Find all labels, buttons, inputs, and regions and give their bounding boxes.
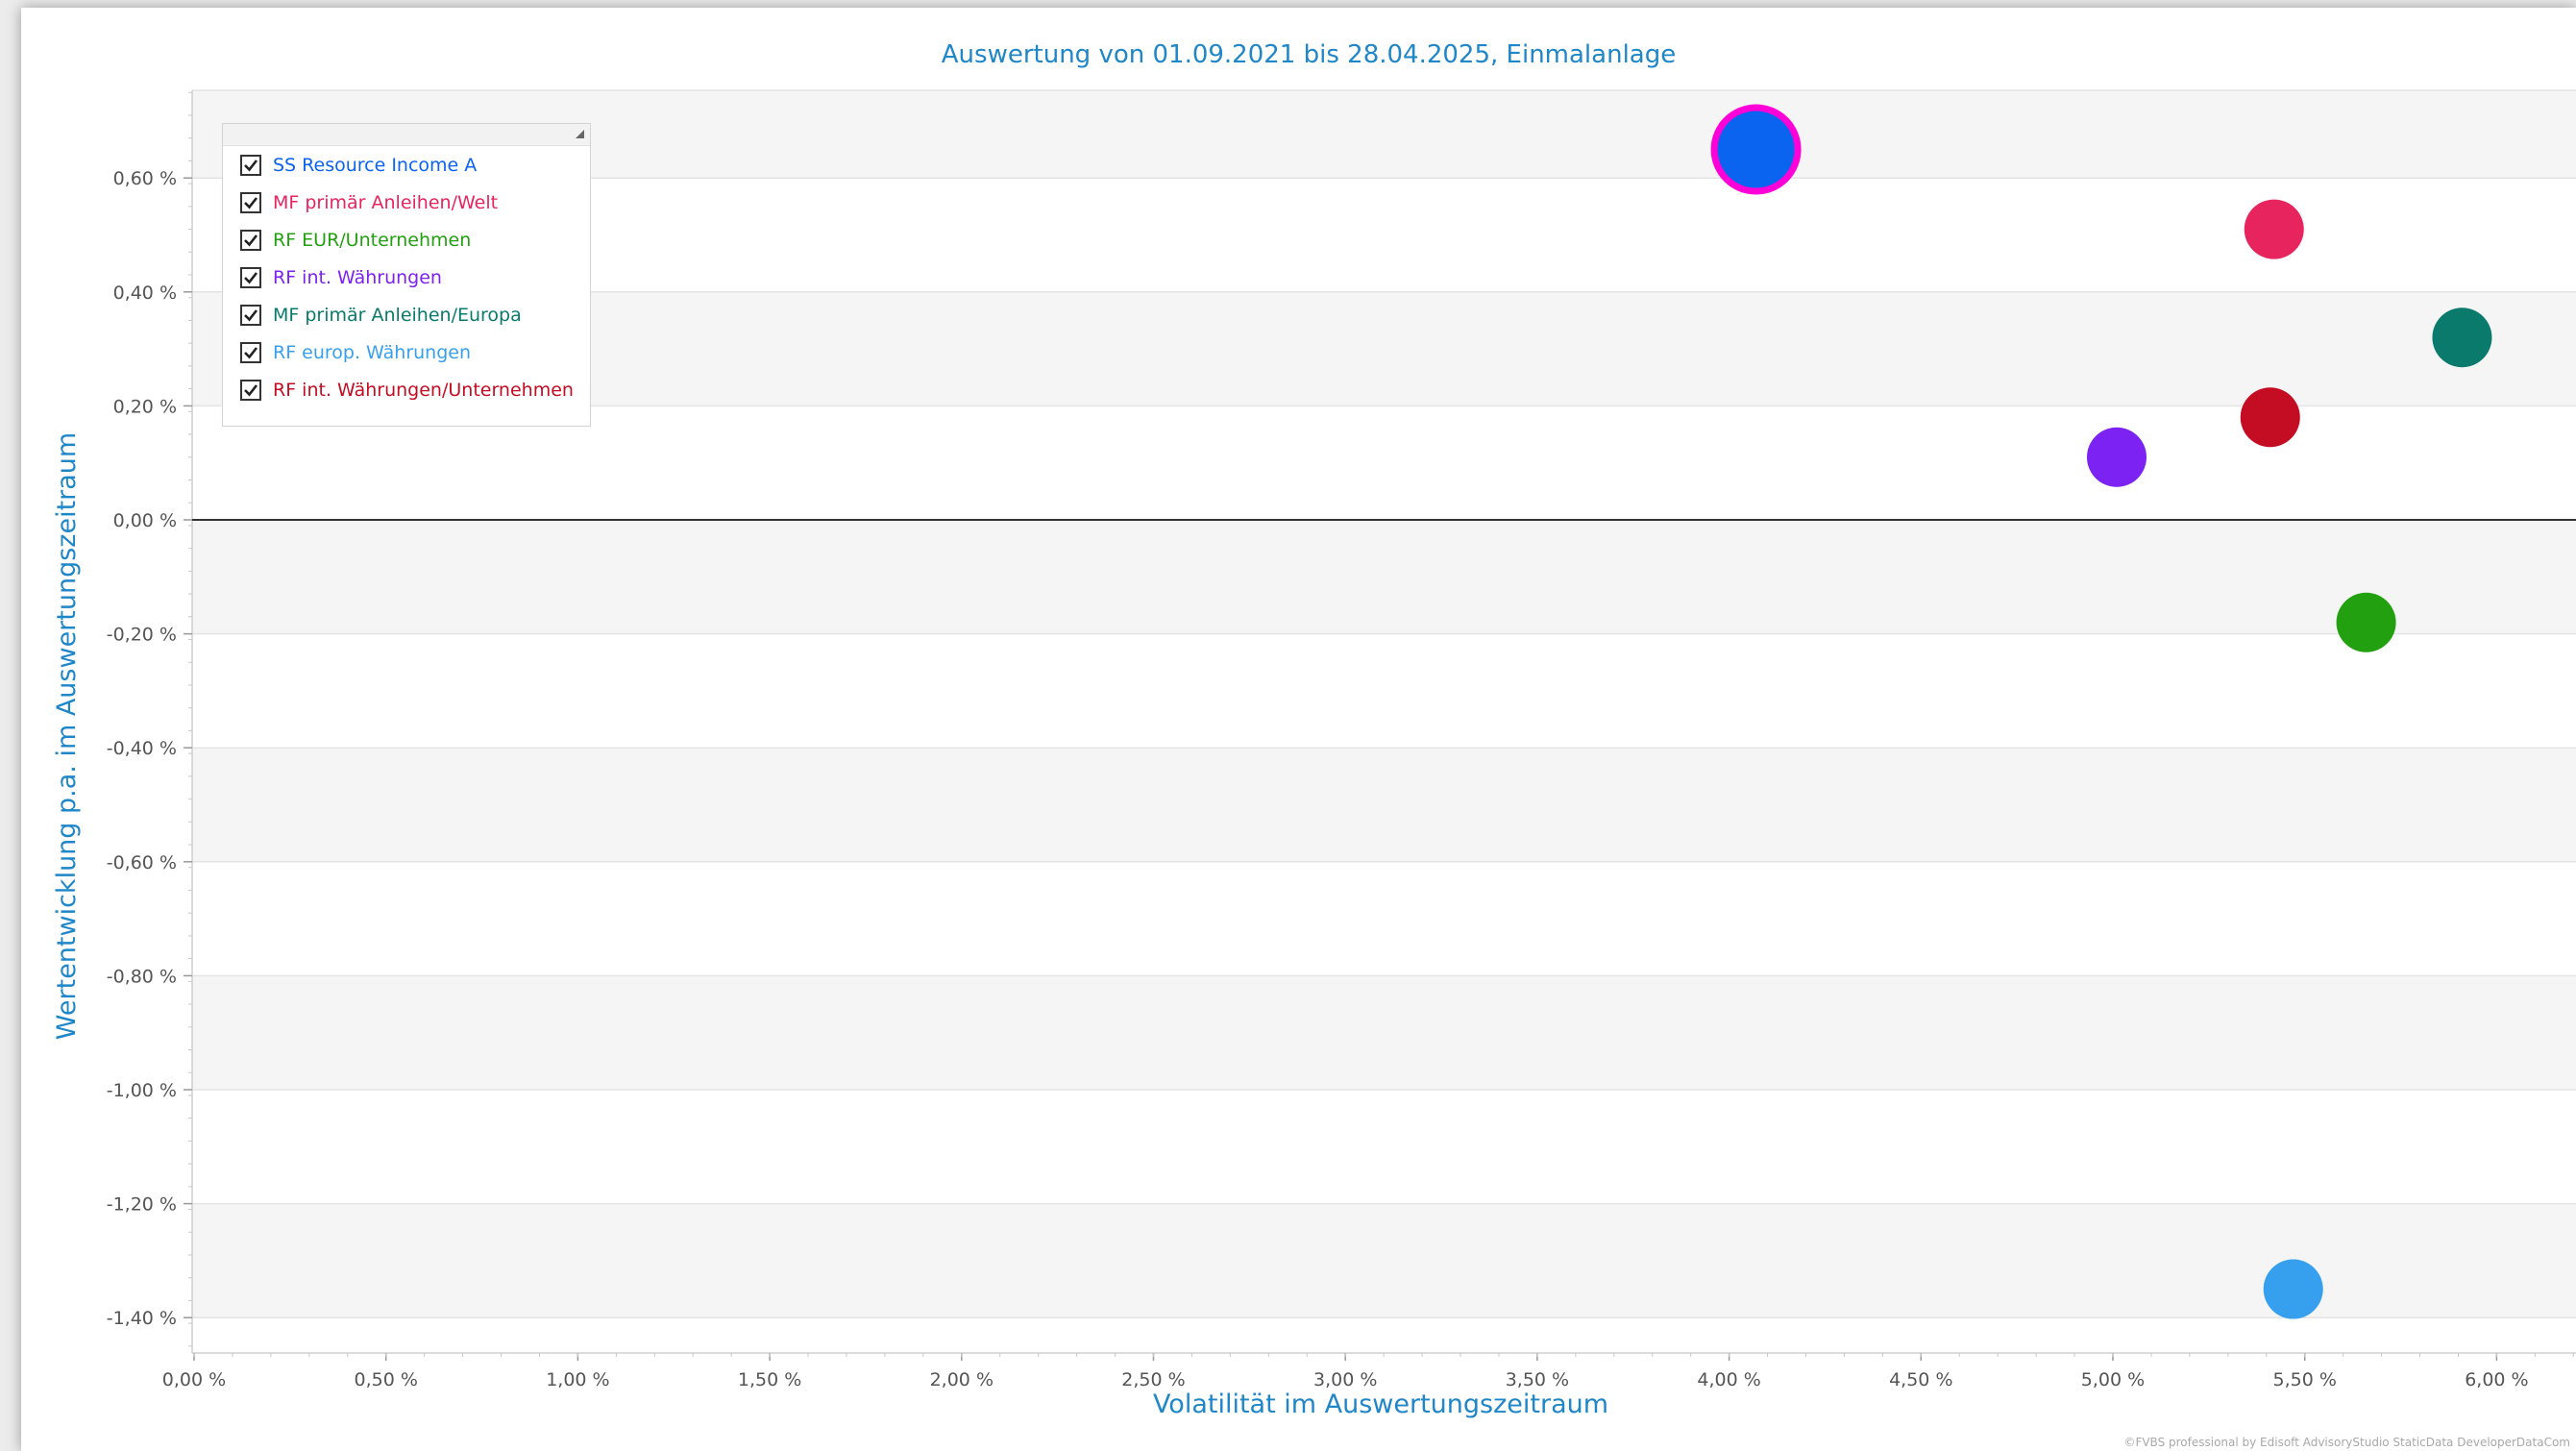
- chart-title: Auswertung von 01.09.2021 bis 28.04.2025…: [942, 40, 1676, 69]
- legend-label: MF primär Anleihen/Welt: [273, 191, 499, 213]
- y-axis-label: Wertentwicklung p.a. im Auswertungszeitr…: [52, 432, 82, 1040]
- y-tick-label: -0,80 %: [107, 966, 177, 987]
- grid-band: [192, 748, 2576, 862]
- data-point[interactable]: [2336, 592, 2396, 652]
- data-point[interactable]: [2240, 387, 2300, 448]
- legend-item[interactable]: RF EUR/Unternehmen: [223, 221, 590, 258]
- checkbox-checked-icon[interactable]: [240, 229, 261, 251]
- x-tick-label: 3,50 %: [1506, 1369, 1569, 1390]
- y-tick-label: 0,40 %: [113, 283, 177, 304]
- y-tick-label: -0,60 %: [107, 852, 177, 873]
- checkbox-checked-icon[interactable]: [240, 341, 261, 363]
- data-point[interactable]: [2086, 427, 2147, 487]
- y-tick-label: -1,20 %: [107, 1194, 177, 1216]
- grid-band: [192, 520, 2576, 634]
- legend-label: RF int. Währungen/Unternehmen: [273, 379, 574, 401]
- x-tick-label: 2,00 %: [930, 1369, 994, 1390]
- y-tick-label: 0,60 %: [113, 168, 177, 189]
- x-tick-label: 6,00 %: [2465, 1369, 2528, 1390]
- y-tick-label: -1,00 %: [107, 1080, 177, 1101]
- chart-panel: 0,60 % 0,40 % 0,20 % 0,00 % -0,20 % -0,40 % -0…: [21, 8, 2576, 1451]
- legend-item[interactable]: RF int. Währungen/Unternehmen: [223, 371, 590, 408]
- x-tick-label: 4,00 %: [1697, 1369, 1760, 1390]
- legend-item[interactable]: SS Resource Income A: [223, 146, 590, 184]
- grid-band: [192, 975, 2576, 1090]
- x-tick-label: 4,50 %: [1889, 1369, 1952, 1390]
- legend-label: RF EUR/Unternehmen: [273, 229, 472, 251]
- x-tick-label: 3,00 %: [1313, 1369, 1377, 1390]
- y-tick-label: -1,40 %: [107, 1308, 177, 1329]
- legend-label: RF int. Währungen: [273, 266, 442, 288]
- x-tick-label: 0,00 %: [162, 1369, 226, 1390]
- y-tick-label: 0,00 %: [113, 510, 177, 531]
- checkbox-checked-icon[interactable]: [240, 191, 261, 213]
- x-tick-label: 0,50 %: [354, 1369, 417, 1390]
- legend-item[interactable]: RF int. Währungen: [223, 258, 590, 296]
- data-point[interactable]: [2432, 307, 2492, 368]
- x-tick-label: 5,00 %: [2081, 1369, 2145, 1390]
- x-tick-label: 1,00 %: [546, 1369, 609, 1390]
- legend-item[interactable]: MF primär Anleihen/Europa: [223, 296, 590, 333]
- x-tick-label: 5,50 %: [2272, 1369, 2336, 1390]
- x-tick-label: 2,50 %: [1121, 1369, 1185, 1390]
- data-point-selected[interactable]: [1717, 111, 1795, 188]
- data-point[interactable]: [2244, 199, 2304, 259]
- legend-label: SS Resource Income A: [273, 154, 478, 176]
- checkbox-checked-icon[interactable]: [240, 266, 261, 288]
- checkbox-checked-icon[interactable]: [240, 154, 261, 176]
- legend-label: MF primär Anleihen/Europa: [273, 304, 522, 326]
- data-point[interactable]: [2263, 1259, 2323, 1319]
- legend: SS Resource Income A MF primär Anleihen/W…: [222, 123, 591, 427]
- legend-label: RF europ. Währungen: [273, 341, 472, 363]
- y-tick-label: -0,20 %: [107, 625, 177, 646]
- y-tick-label: -0,40 %: [107, 738, 177, 759]
- x-axis-label: Volatilität im Auswertungszeitraum: [1153, 1390, 1608, 1419]
- scatter-chart: 0,60 % 0,40 % 0,20 % 0,00 % -0,20 % -0,40 % -0…: [52, 40, 2576, 1419]
- y-tick-label: 0,20 %: [113, 396, 177, 417]
- checkbox-checked-icon[interactable]: [240, 379, 261, 401]
- legend-item[interactable]: RF europ. Währungen: [223, 333, 590, 371]
- checkbox-checked-icon[interactable]: [240, 304, 261, 326]
- x-tick-label: 1,50 %: [738, 1369, 801, 1390]
- legend-items: SS Resource Income A MF primär Anleihen/W…: [223, 146, 590, 408]
- legend-header[interactable]: [223, 124, 590, 146]
- grid-band: [192, 1203, 2576, 1318]
- copyright-text: ©FVBS professional by Edisoft AdvisorySt…: [2123, 1436, 2570, 1449]
- legend-item[interactable]: MF primär Anleihen/Welt: [223, 184, 590, 221]
- resize-grip-icon[interactable]: [576, 130, 584, 138]
